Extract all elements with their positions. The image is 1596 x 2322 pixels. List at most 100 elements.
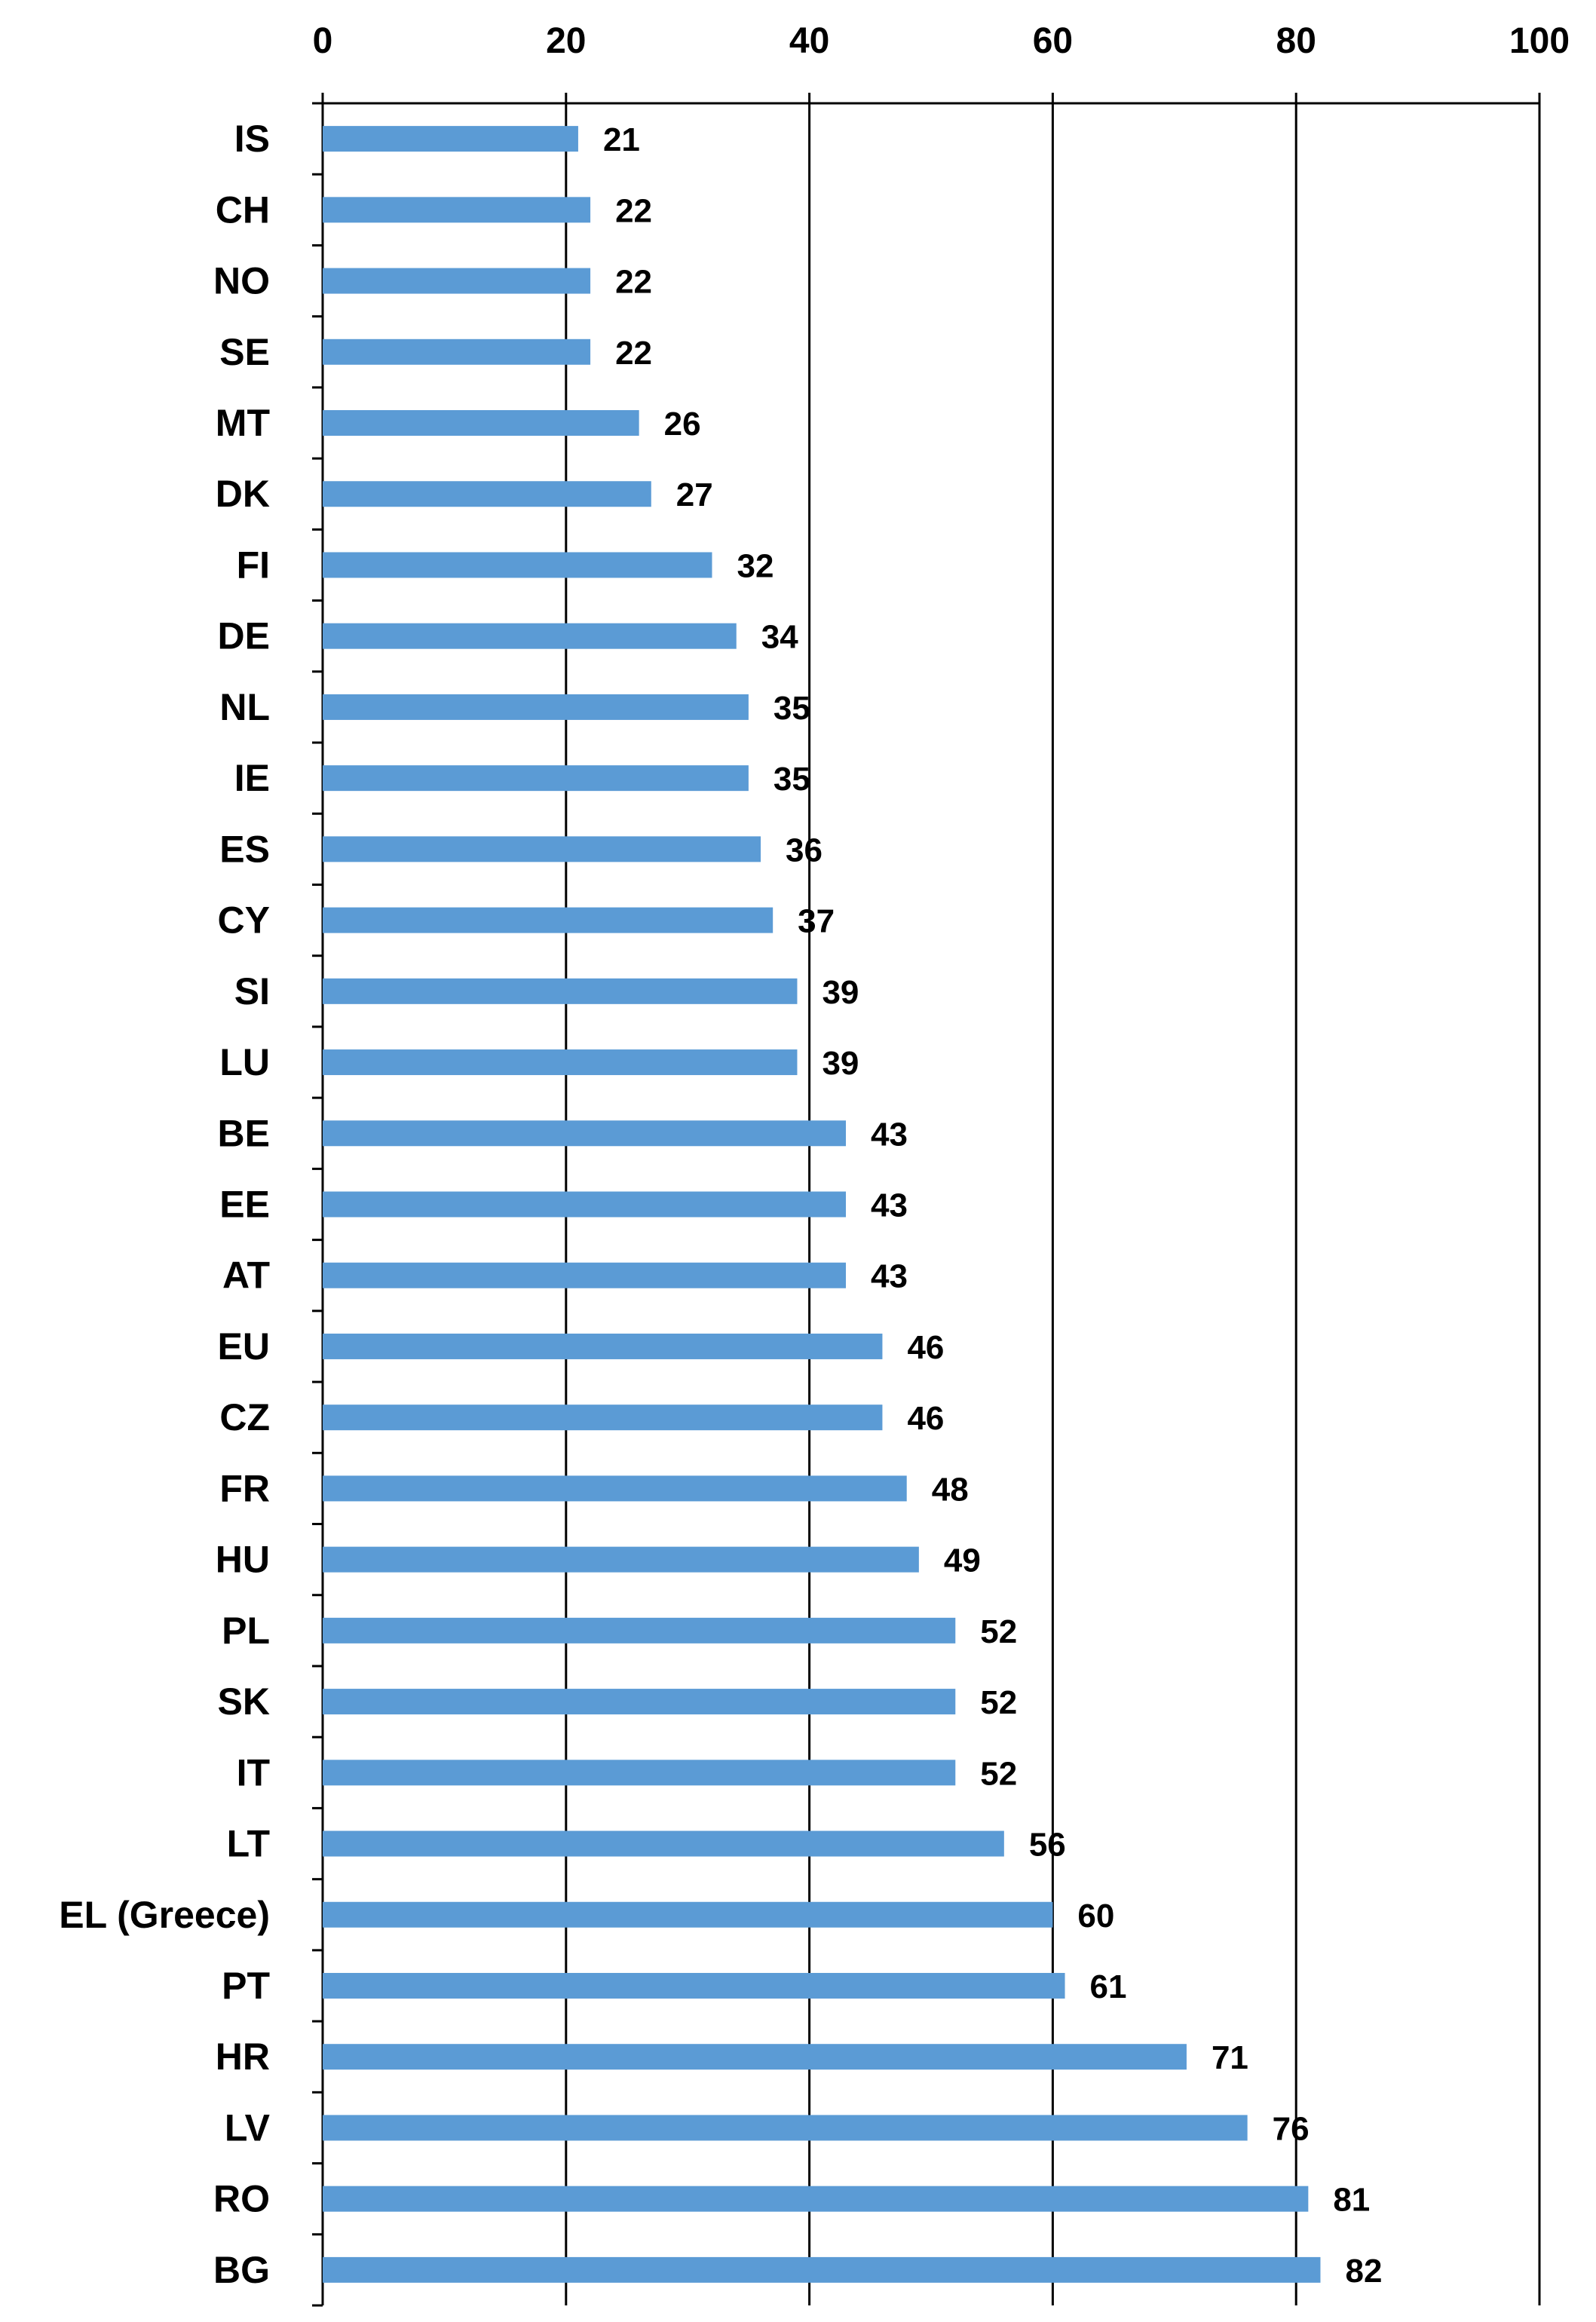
x-tick-label-20: 20	[546, 21, 586, 61]
value-label: 52	[980, 1684, 1017, 1721]
bar-ro	[323, 2186, 1309, 2212]
bar-at	[323, 1262, 847, 1288]
value-label: 37	[798, 903, 835, 940]
category-label: FR	[219, 1467, 270, 1509]
x-tick-label-40: 40	[789, 21, 829, 61]
bar-cz	[323, 1405, 883, 1431]
category-label: ES	[219, 828, 270, 870]
value-label: 32	[737, 547, 773, 584]
category-label: EE	[219, 1184, 270, 1226]
x-tick-label-100: 100	[1509, 21, 1570, 61]
category-label: IT	[237, 1751, 270, 1794]
category-label: PT	[222, 1965, 270, 2007]
value-label: 82	[1345, 2253, 1382, 2290]
bar-si	[323, 978, 798, 1004]
value-label: 43	[871, 1258, 908, 1295]
bar-hr	[323, 2044, 1187, 2070]
category-label: FI	[237, 544, 270, 586]
bar-es	[323, 836, 761, 862]
bar-pt	[323, 1972, 1065, 1999]
category-label: LT	[227, 1823, 270, 1865]
value-label: 71	[1212, 2039, 1248, 2076]
value-label: 48	[932, 1471, 969, 1508]
category-label: NL	[219, 686, 270, 728]
category-label: BE	[218, 1112, 270, 1154]
value-label: 22	[615, 192, 652, 229]
gridlines	[565, 103, 1541, 2305]
category-label: IE	[234, 757, 270, 799]
category-label: CZ	[219, 1396, 270, 1438]
bar-pl	[323, 1617, 956, 1643]
bar-lu	[323, 1049, 798, 1076]
value-label: 56	[1029, 1827, 1066, 1864]
value-label: 49	[944, 1542, 981, 1579]
value-label: 60	[1077, 1898, 1114, 1934]
bar-lt	[323, 1830, 1004, 1857]
x-tick-label-80: 80	[1276, 21, 1316, 61]
category-label: SI	[234, 970, 270, 1012]
value-label: 81	[1333, 2182, 1370, 2219]
value-label: 35	[773, 761, 810, 798]
value-label: 39	[822, 1045, 859, 1082]
bar-sk	[323, 1689, 956, 1715]
category-label: SE	[219, 331, 270, 373]
bar-mt	[323, 410, 639, 437]
value-label: 61	[1090, 1968, 1127, 2005]
category-label: NO	[213, 260, 270, 302]
category-label: PL	[222, 1610, 270, 1652]
value-label: 43	[871, 1187, 908, 1224]
value-label: 21	[603, 121, 640, 158]
bar-nl	[323, 694, 749, 720]
bar-bg	[323, 2256, 1321, 2283]
bar-fi	[323, 552, 712, 578]
value-label: 22	[615, 264, 652, 301]
bar-hu	[323, 1546, 919, 1573]
value-label: 46	[907, 1329, 944, 1366]
bar-el-greece-	[323, 1901, 1053, 1928]
x-tick-label-0: 0	[313, 21, 333, 61]
bar-eu	[323, 1333, 883, 1359]
value-label: 35	[773, 690, 810, 727]
bar-dk	[323, 481, 651, 507]
value-label: 36	[786, 832, 823, 868]
value-label: 52	[980, 1755, 1017, 1792]
category-label: MT	[216, 402, 270, 444]
bar-lv	[323, 2115, 1248, 2141]
value-label: 43	[871, 1116, 908, 1153]
value-label: 39	[822, 974, 859, 1011]
category-label: DE	[218, 615, 270, 657]
category-label: EL (Greece)	[59, 1894, 270, 1936]
bar-ee	[323, 1191, 847, 1218]
bar-no	[323, 268, 591, 294]
x-tick-label-60: 60	[1033, 21, 1073, 61]
bar-ch	[323, 197, 591, 223]
category-label: EU	[218, 1325, 270, 1368]
category-label: AT	[222, 1254, 270, 1297]
bars	[323, 126, 1321, 2283]
category-label: LV	[225, 2106, 271, 2149]
bar-se	[323, 338, 591, 365]
value-label: 22	[615, 335, 652, 372]
bar-it	[323, 1760, 956, 1786]
bar-cy	[323, 907, 773, 933]
labels: 0 20 40 60 80 100 IS 21 CH 22 NO 22 SE 22 MT 26 DK 27 FI 32…	[59, 21, 1570, 2291]
value-label: 46	[907, 1400, 944, 1437]
bar-be	[323, 1120, 847, 1147]
value-label: 76	[1273, 2110, 1310, 2147]
category-label: IS	[234, 118, 270, 160]
bar-fr	[323, 1475, 907, 1502]
category-label: LU	[219, 1041, 270, 1083]
category-label: DK	[216, 473, 270, 515]
category-label: CH	[216, 188, 270, 231]
category-label: BG	[213, 2249, 270, 2291]
category-label: HR	[216, 2036, 270, 2078]
value-label: 52	[980, 1613, 1017, 1650]
value-label: 34	[761, 619, 798, 656]
value-label: 27	[676, 476, 713, 513]
category-label: HU	[216, 1539, 270, 1581]
value-label: 26	[664, 406, 701, 443]
category-label: CY	[218, 899, 270, 942]
bar-de	[323, 623, 737, 649]
